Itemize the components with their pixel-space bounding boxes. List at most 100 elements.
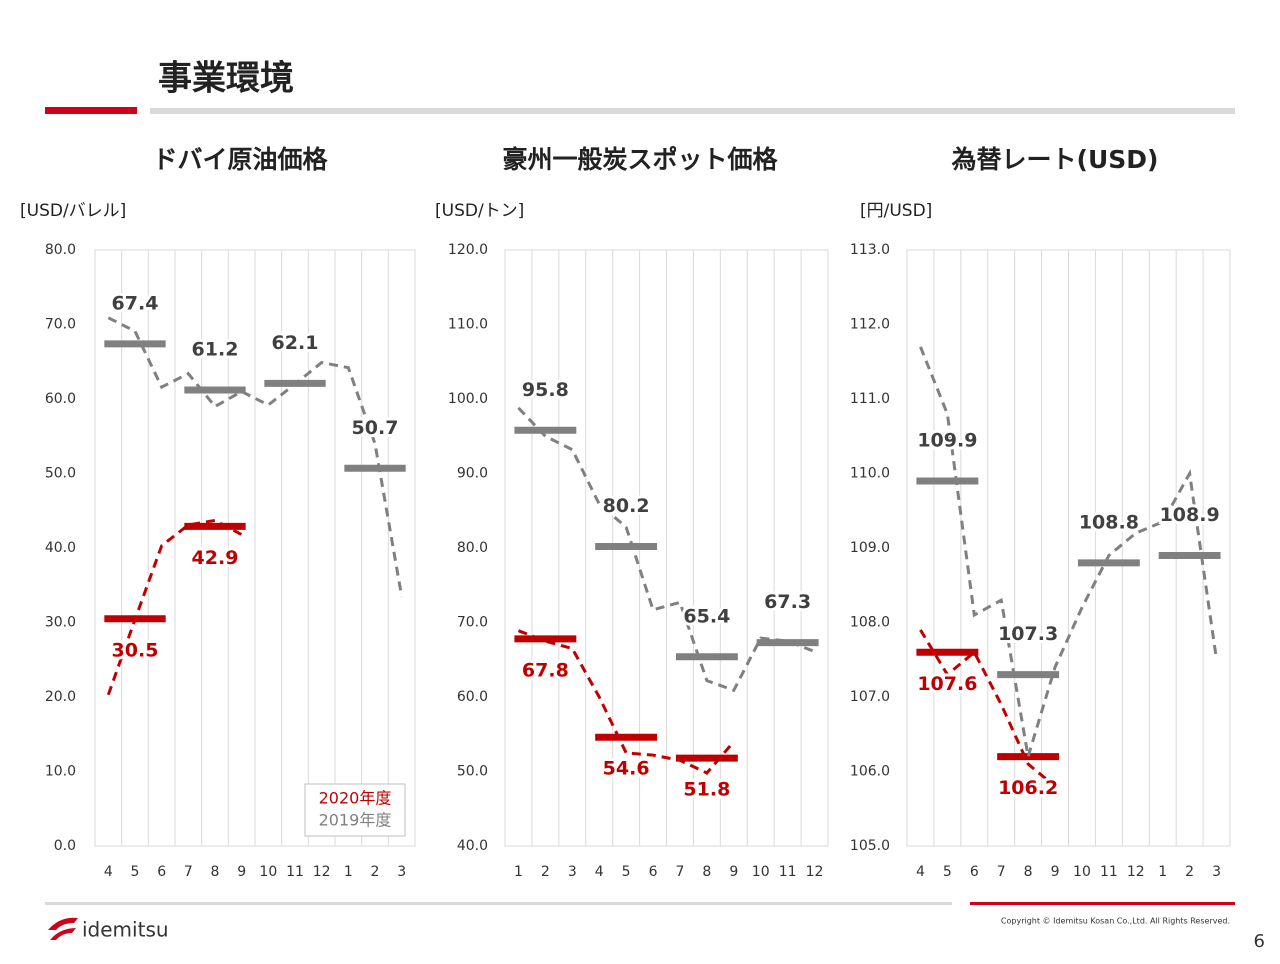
y-tick-label: 60.0 (45, 391, 76, 407)
x-tick-label: 12 (806, 864, 824, 880)
series-line (919, 346, 1219, 758)
average-label: 67.8 (522, 659, 569, 681)
footer-accent (970, 902, 1235, 905)
x-tick-label: 11 (286, 864, 304, 880)
series-line (517, 406, 816, 693)
y-tick-label: 10.0 (45, 764, 76, 780)
x-tick-label: 7 (184, 864, 193, 880)
logo-mark (48, 917, 78, 940)
chart: ドバイ原油価格 [USD/バレル] 0.0 10.0 20.0 30.0 40.0 50.0 6… (20, 145, 416, 880)
chart: 為替レート(USD)[円/USD]105.0106.0107.0108.0109… (850, 145, 1231, 880)
x-tick-label: 1 (344, 864, 353, 880)
y-tick-label: 113.0 (850, 242, 890, 258)
x-tick-label: 10 (1073, 864, 1091, 880)
average-label: 42.9 (192, 547, 239, 569)
series-line (106, 518, 243, 696)
average-label: 109.9 (917, 429, 977, 451)
y-tick-label: 90.0 (457, 466, 488, 482)
average-label: 51.8 (683, 779, 730, 801)
series-line (517, 629, 735, 775)
y-tick-label: 105.0 (850, 838, 890, 854)
logo-text: idemitsu (82, 918, 169, 942)
average-label: 65.4 (683, 605, 730, 627)
average-label: 54.6 (603, 758, 650, 780)
y-tick-label: 40.0 (457, 838, 488, 854)
y-tick-label: 60.0 (457, 689, 488, 705)
x-tick-label: 2 (541, 864, 550, 880)
y-tick-label: 30.0 (45, 615, 76, 631)
y-tick-label: 50.0 (45, 466, 76, 482)
legend-entry: 2020年度 (319, 789, 392, 808)
y-tick-label: 80.0 (45, 242, 76, 258)
x-tick-label: 3 (1212, 864, 1221, 880)
x-tick-label: 9 (729, 864, 738, 880)
x-tick-label: 4 (916, 864, 925, 880)
series-line (919, 629, 1056, 788)
y-tick-label: 107.0 (850, 689, 890, 705)
title-rule (150, 108, 1235, 114)
x-tick-label: 4 (104, 864, 113, 880)
x-tick-label: 11 (1100, 864, 1118, 880)
x-tick-label: 3 (397, 864, 406, 880)
x-tick-label: 5 (131, 864, 140, 880)
average-label: 50.7 (352, 417, 399, 439)
legend-box (304, 783, 406, 837)
x-tick-label: 6 (649, 864, 658, 880)
y-axis-label: [USD/バレル] (20, 201, 126, 221)
y-tick-label: 108.0 (850, 615, 890, 631)
x-tick-label: 1 (1158, 864, 1167, 880)
series-line (107, 316, 404, 597)
y-tick-label: 112.0 (850, 317, 890, 333)
slide-title: 事業環境 (158, 59, 294, 99)
x-tick-label: 9 (1051, 864, 1060, 880)
y-tick-label: 70.0 (457, 615, 488, 631)
y-tick-label: 50.0 (457, 764, 488, 780)
y-axis-label: [USD/トン] (435, 201, 524, 221)
average-label: 108.8 (1079, 511, 1139, 533)
x-tick-label: 1 (514, 864, 523, 880)
average-label: 107.6 (917, 673, 977, 695)
x-tick-label: 5 (943, 864, 952, 880)
y-tick-label: 110.0 (448, 317, 488, 333)
x-tick-label: 8 (211, 864, 220, 880)
x-tick-label: 11 (779, 864, 797, 880)
y-tick-label: 120.0 (448, 242, 488, 258)
y-tick-label: 109.0 (850, 540, 890, 556)
x-tick-label: 4 (595, 864, 604, 880)
copyright: Copyright © Idemitsu Kosan Co.,Ltd. All … (1001, 917, 1230, 926)
chart: 豪州一般炭スポット価格 [USD/トン] 40.0 50.0 60.0 70.0 80.0 9… (435, 145, 829, 880)
y-tick-label: 100.0 (448, 391, 488, 407)
chart-title: 豪州一般炭スポット価格 (502, 145, 778, 174)
footer-rule (45, 902, 952, 905)
x-tick-label: 12 (313, 864, 331, 880)
average-label: 30.5 (112, 639, 159, 661)
y-tick-label: 70.0 (45, 317, 76, 333)
average-label: 106.2 (998, 777, 1058, 799)
x-tick-label: 3 (568, 864, 577, 880)
y-tick-label: 0.0 (54, 838, 76, 854)
x-tick-label: 10 (752, 864, 770, 880)
chart-title: ドバイ原油価格 (152, 145, 328, 174)
x-tick-label: 8 (1024, 864, 1033, 880)
x-tick-label: 10 (259, 864, 277, 880)
x-tick-label: 2 (371, 864, 380, 880)
x-tick-label: 8 (702, 864, 711, 880)
x-tick-label: 6 (970, 864, 979, 880)
chart-title: 為替レート(USD) (952, 145, 1159, 174)
average-label: 107.3 (998, 623, 1058, 645)
x-tick-label: 5 (622, 864, 631, 880)
x-tick-label: 6 (157, 864, 166, 880)
title-accent (45, 107, 137, 114)
y-axis-label: [円/USD] (860, 201, 932, 221)
average-label: 62.1 (272, 332, 319, 354)
y-tick-label: 80.0 (457, 540, 488, 556)
x-tick-label: 9 (237, 864, 246, 880)
average-label: 67.4 (112, 292, 159, 314)
average-label: 95.8 (522, 379, 569, 401)
average-label: 108.9 (1160, 504, 1220, 526)
y-tick-label: 20.0 (45, 689, 76, 705)
x-tick-label: 7 (675, 864, 684, 880)
x-tick-label: 12 (1127, 864, 1145, 880)
average-label: 61.2 (192, 339, 239, 361)
